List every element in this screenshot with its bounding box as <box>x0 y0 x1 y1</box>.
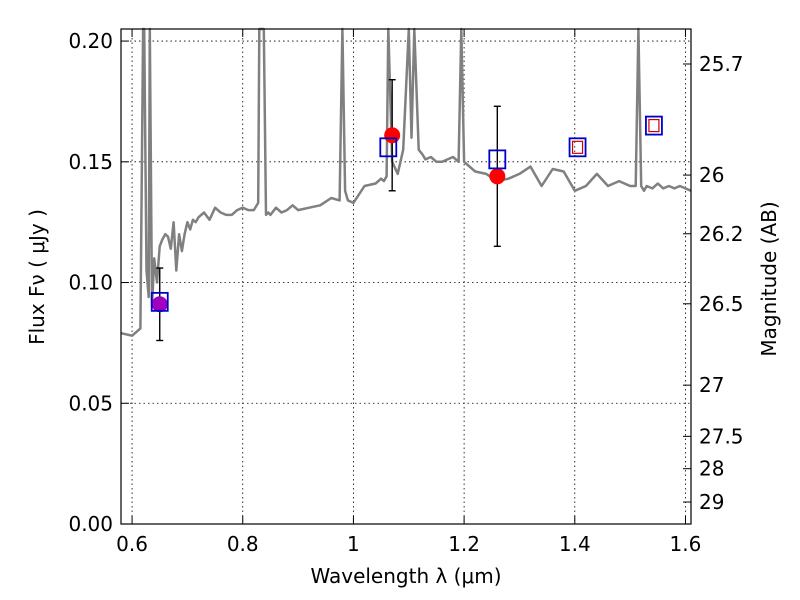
data-point <box>384 127 401 144</box>
x-tick-label: 0.6 <box>116 532 148 556</box>
x-tick-label: 1.4 <box>559 532 591 556</box>
x-tick-label: 1.2 <box>448 532 480 556</box>
right-tick-label: 27 <box>699 373 724 397</box>
model-square <box>150 291 169 312</box>
tick-labels: 0.6 0.8 1 1.2 1.4 1.6 0.00 0.05 0.10 0.15 0.20 25.7… <box>68 29 743 556</box>
data-point <box>151 296 168 313</box>
y-tick-label: 0.00 <box>68 512 113 536</box>
x-tick-label: 0.8 <box>227 532 259 556</box>
right-tick-label: 27.5 <box>699 424 744 448</box>
y-tick-label: 0.05 <box>68 391 113 415</box>
x-tick-label: 1.6 <box>670 532 702 556</box>
x-axis-label: Wavelength λ (μm) <box>310 564 501 588</box>
y-tick-label: 0.15 <box>68 150 113 174</box>
x-tick-label: 1 <box>347 532 360 556</box>
model-square-inner <box>648 118 660 133</box>
right-axis-label: Magnitude (AB) <box>757 201 781 356</box>
y-tick-label: 0.20 <box>68 29 113 53</box>
model-square <box>379 137 398 158</box>
right-tick-label: 29 <box>699 490 724 514</box>
plot-frame <box>120 28 692 525</box>
y-tick-label: 0.10 <box>68 271 113 295</box>
right-tick-label: 26.5 <box>699 292 744 316</box>
model-square <box>568 137 587 158</box>
right-tick-label: 26.2 <box>699 222 744 246</box>
model-square <box>645 115 663 136</box>
model-squares-layer <box>150 115 663 312</box>
data-point <box>489 168 506 185</box>
y-axis-label: Flux Fν ( μJy ) <box>25 209 49 345</box>
right-tick-label: 25.7 <box>699 52 744 76</box>
spectrum-line-layer <box>120 27 692 337</box>
model-square-inner <box>571 140 584 154</box>
right-tick-label: 26 <box>699 163 724 187</box>
right-tick-label: 28 <box>699 457 724 481</box>
spectrum-line <box>120 27 692 337</box>
axis-ticks <box>121 29 691 525</box>
model-square <box>488 149 507 170</box>
